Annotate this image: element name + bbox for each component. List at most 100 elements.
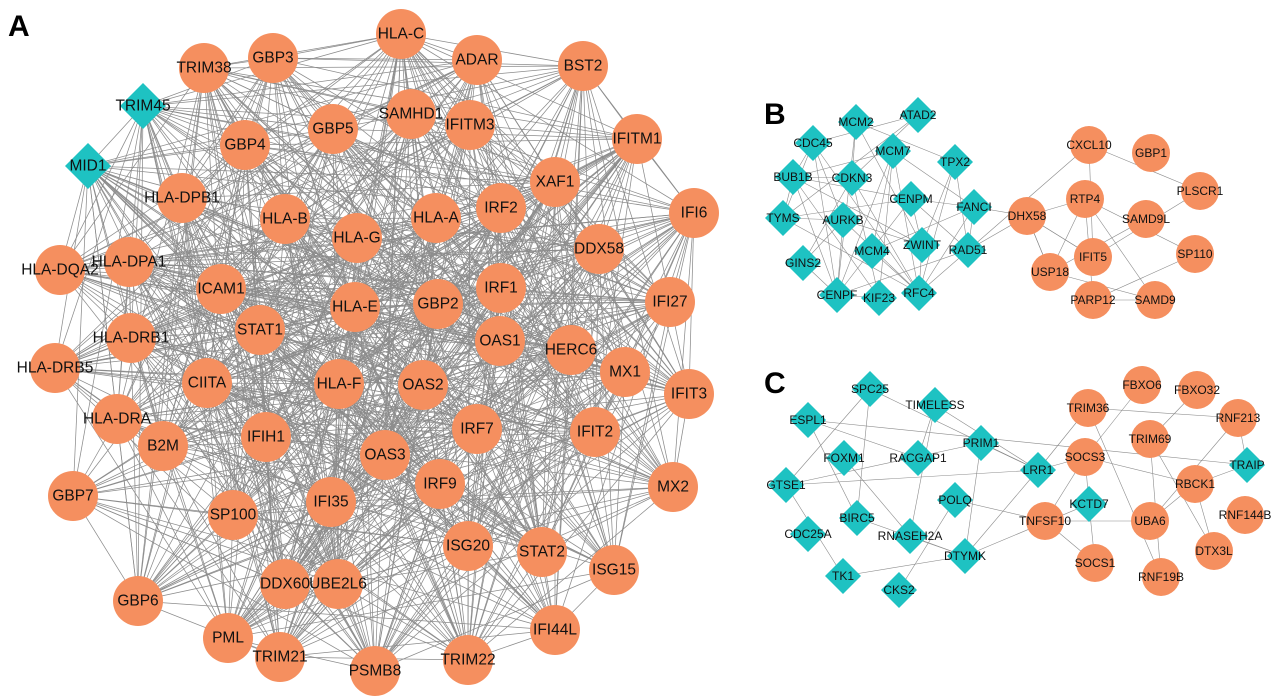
node-diamond-cdkn3 xyxy=(834,160,870,196)
node-label-fbxo32: FBXO32 xyxy=(1174,383,1220,397)
node-label-kif23: KIF23 xyxy=(863,291,895,305)
edge-tpx2-rfc4 xyxy=(918,161,956,294)
node-trim22: TRIM22 xyxy=(440,635,496,685)
node-circle-gbp7 xyxy=(48,471,98,521)
node-label-b2m: B2M xyxy=(147,438,179,455)
node-espl1: ESPL1 xyxy=(789,402,827,438)
edge-espl1-racgap1 xyxy=(807,419,919,459)
node-diamond-zwint xyxy=(904,227,940,263)
node-circle-gbp3 xyxy=(248,33,298,83)
node-circle-rnf19b xyxy=(1142,558,1180,596)
node-label-parp12: PARP12 xyxy=(1070,293,1115,307)
edge-ifi27-oas1 xyxy=(499,301,671,342)
node-circle-adar xyxy=(452,35,502,85)
node-diamond-rnaseh2a xyxy=(892,518,928,554)
node-samhd1: SAMHD1 xyxy=(379,89,444,139)
node-dtx3l: DTX3L xyxy=(1195,532,1233,570)
node-label-samhd1: SAMHD1 xyxy=(379,106,444,123)
edge-hla-dra-irf7 xyxy=(116,418,478,430)
node-circle-rnf144b xyxy=(1226,496,1264,534)
node-cxcl10: CXCL10 xyxy=(1066,126,1112,164)
node-label-ifih1: IFIH1 xyxy=(247,429,285,446)
edge-mx1-ube2l6 xyxy=(337,371,626,585)
edge-gbp3-hla-dpa1 xyxy=(128,57,274,263)
node-circle-samd9l xyxy=(1127,200,1165,238)
node-label-adar: ADAR xyxy=(455,52,498,69)
node-label-tk1: TK1 xyxy=(832,569,854,583)
edge-irf2-oas2 xyxy=(422,207,502,386)
edge-ifi6-isg15 xyxy=(613,212,695,571)
node-circle-ifi44l xyxy=(530,605,580,655)
node-label-ifit2: IFIT2 xyxy=(577,424,613,441)
node-ddx60: DDX60 xyxy=(260,559,310,609)
edge-hla-dpa1-gbp2 xyxy=(128,261,439,305)
edge-ifit3-isg20 xyxy=(467,393,690,547)
node-label-irf1: IRF1 xyxy=(484,280,518,297)
edge-hla-a-hla-drb1 xyxy=(130,217,437,339)
node-label-rnf19b: RNF19B xyxy=(1138,570,1184,584)
node-ifi35: IFI35 xyxy=(306,477,356,527)
node-gbp7: GBP7 xyxy=(48,471,98,521)
node-label-dhx58: DHX58 xyxy=(1008,209,1047,223)
edge-cdc45-cenpf xyxy=(812,142,838,296)
node-label-hla-g: HLA-G xyxy=(333,230,380,247)
edge-spc25-birc5 xyxy=(856,388,871,519)
node-irf2: IRF2 xyxy=(476,183,526,233)
node-label-gbp1: GBP1 xyxy=(1135,146,1167,160)
edge-ifi27-oas3 xyxy=(384,301,671,456)
node-hla-dqa2: HLA-DQA2 xyxy=(21,245,99,295)
node-label-mx2: MX2 xyxy=(657,479,689,496)
edge-ifi6-icam1 xyxy=(220,212,695,290)
node-ifitm1: IFITM1 xyxy=(612,114,662,164)
edge-samhd1-stat1 xyxy=(259,113,412,331)
node-birc5: BIRC5 xyxy=(839,500,875,536)
node-ddx58: DDX58 xyxy=(574,224,624,274)
node-circle-uba6 xyxy=(1131,502,1169,540)
edge-hla-drb1-ifi35 xyxy=(130,337,332,503)
node-gbp4: GBP4 xyxy=(220,120,270,170)
edge-hla-f-trim22 xyxy=(338,383,469,661)
node-circle-irf2 xyxy=(476,183,526,233)
edge-ifih1-stat2 xyxy=(265,436,543,553)
node-label-hla-f: HLA-F xyxy=(317,376,362,393)
node-ifi6: IFI6 xyxy=(669,188,719,238)
edge-mx1-hla-dra xyxy=(116,371,626,420)
node-hla-g: HLA-G xyxy=(332,213,382,263)
node-circle-pml xyxy=(203,613,253,663)
edge-trim38-gbp6 xyxy=(137,67,205,602)
node-label-cxcl10: CXCL10 xyxy=(1066,138,1112,152)
edge-ciita-oas3 xyxy=(206,382,386,456)
node-usp18: USP18 xyxy=(1031,253,1069,291)
node-trim69: TRIM69 xyxy=(1129,420,1172,458)
edge-hla-c-trim38 xyxy=(203,33,402,69)
edge-ifi6-isg20 xyxy=(467,212,695,547)
node-atad2: ATAD2 xyxy=(900,97,937,133)
edge-bub1b-kif23 xyxy=(792,176,880,299)
node-circle-stat1 xyxy=(235,305,285,355)
node-circle-irf9 xyxy=(415,459,465,509)
node-label-ddx60: DDX60 xyxy=(260,576,310,593)
edge-samhd1-mx2 xyxy=(410,113,674,488)
edge-ifi35-gbp6 xyxy=(137,501,332,602)
edge-stat2-ube2l6 xyxy=(337,551,543,585)
node-stat2: STAT2 xyxy=(517,527,567,577)
node-label-trim21: TRIM21 xyxy=(252,649,307,666)
node-trim36: TRIM36 xyxy=(1067,389,1110,427)
edge-isg15-psmb8 xyxy=(374,569,615,672)
node-gbp5: GBP5 xyxy=(308,104,358,154)
edge-ifitm1-gbp4 xyxy=(244,138,638,146)
edge-irf1-mx2 xyxy=(500,287,674,488)
node-label-gbp3: GBP3 xyxy=(252,50,293,67)
node-label-rad51: RAD51 xyxy=(949,243,988,257)
node-rnf144b: RNF144B xyxy=(1219,496,1271,534)
node-diamond-mcm2 xyxy=(838,104,874,140)
edge-oas2-mx2 xyxy=(422,384,674,488)
node-circle-ifi27 xyxy=(645,277,695,327)
node-bst2: BST2 xyxy=(558,41,608,91)
node-label-socs1: SOCS1 xyxy=(1075,556,1116,570)
node-label-gbp4: GBP4 xyxy=(224,137,266,154)
edge-mx2-gbp6 xyxy=(137,486,674,602)
node-label-hla-drb1: HLA-DRB1 xyxy=(93,330,170,347)
node-sp110: SP110 xyxy=(1176,235,1214,273)
edge-irf7-ifih1 xyxy=(265,428,478,438)
